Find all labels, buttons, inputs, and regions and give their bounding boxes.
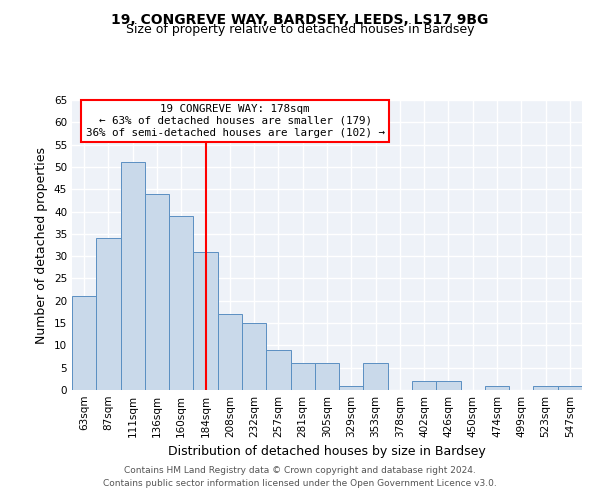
Bar	[96, 238, 121, 390]
Text: Size of property relative to detached houses in Bardsey: Size of property relative to detached ho…	[126, 22, 474, 36]
Bar	[412, 381, 436, 390]
Bar	[145, 194, 169, 390]
Bar	[558, 386, 582, 390]
Bar	[364, 363, 388, 390]
Bar	[72, 296, 96, 390]
Bar	[436, 381, 461, 390]
Text: 19, CONGREVE WAY, BARDSEY, LEEDS, LS17 9BG: 19, CONGREVE WAY, BARDSEY, LEEDS, LS17 9…	[112, 12, 488, 26]
Bar	[290, 363, 315, 390]
Text: Contains HM Land Registry data © Crown copyright and database right 2024.
Contai: Contains HM Land Registry data © Crown c…	[103, 466, 497, 487]
Bar	[121, 162, 145, 390]
Text: 19 CONGREVE WAY: 178sqm
← 63% of detached houses are smaller (179)
36% of semi-d: 19 CONGREVE WAY: 178sqm ← 63% of detache…	[86, 104, 385, 138]
Bar	[218, 314, 242, 390]
Bar	[266, 350, 290, 390]
Bar	[485, 386, 509, 390]
Bar	[242, 323, 266, 390]
Bar	[193, 252, 218, 390]
Bar	[339, 386, 364, 390]
Y-axis label: Number of detached properties: Number of detached properties	[35, 146, 49, 344]
Bar	[315, 363, 339, 390]
Bar	[533, 386, 558, 390]
X-axis label: Distribution of detached houses by size in Bardsey: Distribution of detached houses by size …	[168, 446, 486, 458]
Bar	[169, 216, 193, 390]
